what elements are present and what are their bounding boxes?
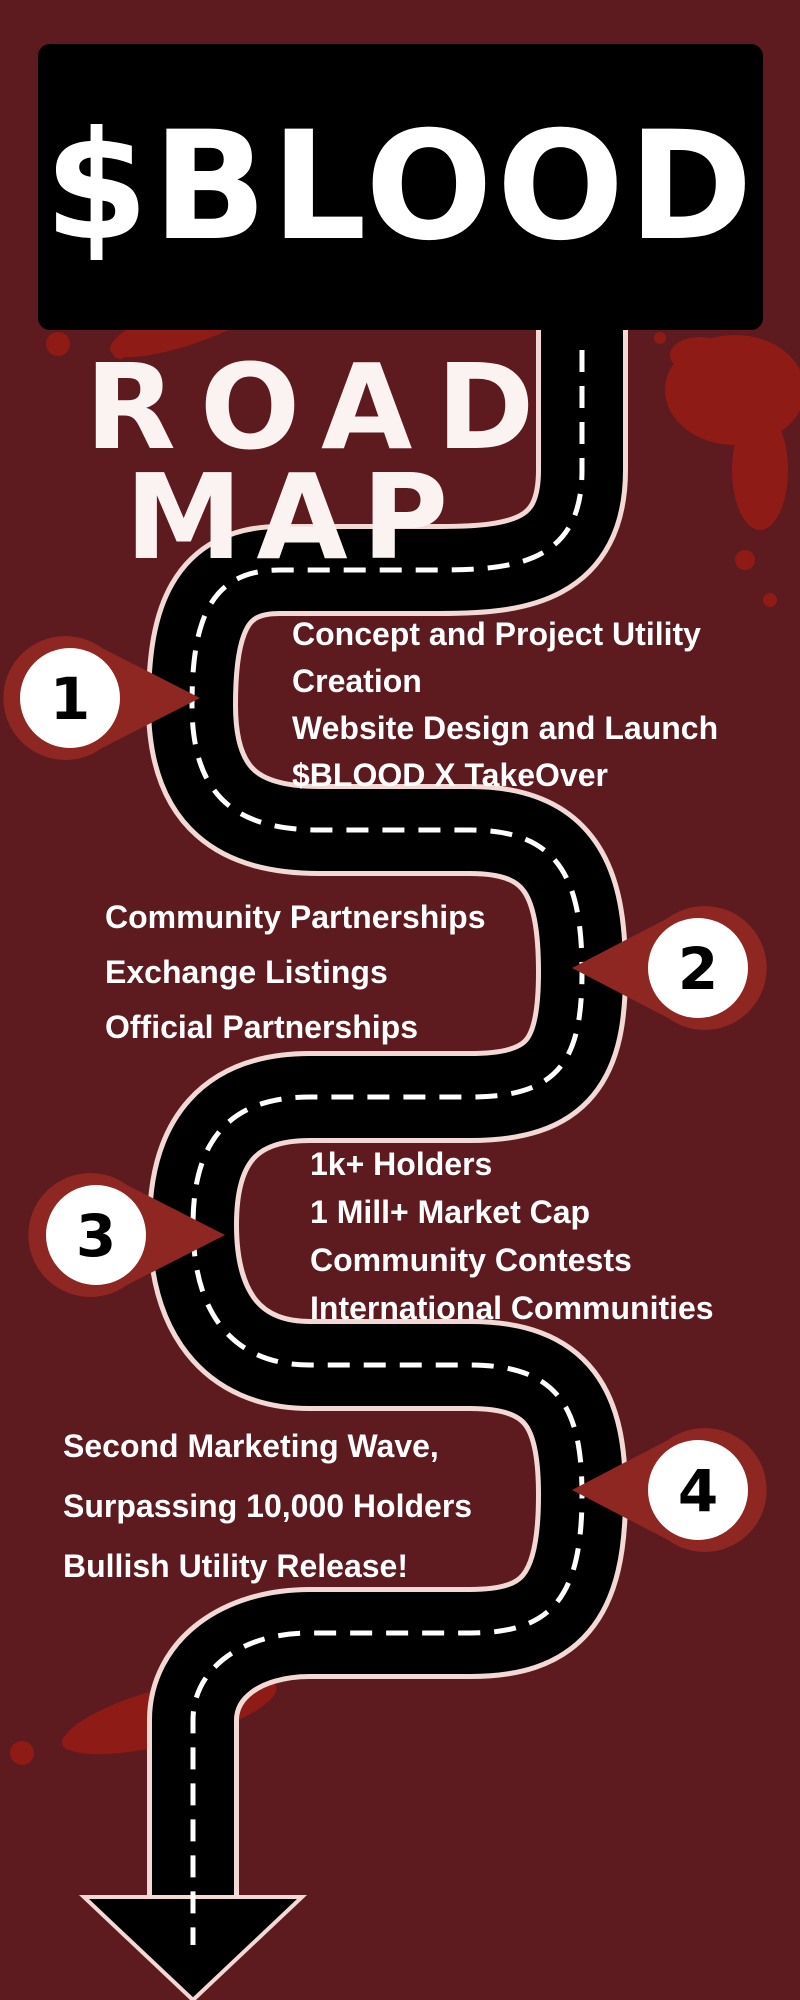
milestone-4-list: Second Marketing Wave, Surpassing 10,000…	[63, 1416, 472, 1596]
milestone-2-item: Exchange Listings	[105, 954, 388, 990]
blood-splatter-right	[654, 332, 800, 607]
roadmap-heading-line-2: MAP	[125, 448, 463, 586]
milestone-marker-3: 3	[28, 1173, 225, 1297]
milestone-2-item: Community Partnerships	[105, 899, 486, 935]
milestone-4-item: Bullish Utility Release!	[63, 1548, 408, 1584]
milestone-marker-4: 4	[572, 1428, 767, 1552]
milestone-1-item: Concept and Project Utility	[292, 616, 701, 652]
road-center-dashes	[189, 350, 585, 1945]
milestone-3-item: 1k+ Holders	[310, 1146, 493, 1182]
milestone-3-item: Community Contests	[310, 1242, 632, 1278]
milestone-1-list: Concept and Project Utility Creation Web…	[292, 611, 718, 799]
milestone-marker-2: 2	[572, 905, 767, 1030]
milestone-3-item: International Communities	[310, 1290, 714, 1326]
milestone-2-list: Community Partnerships Exchange Listings…	[105, 890, 486, 1055]
title-banner: $BLOOD	[38, 44, 763, 330]
roadmap-heading-line-1: ROAD	[85, 338, 559, 476]
milestone-1-item: $BLOOD X TakeOver	[292, 757, 608, 793]
milestone-number-4: 4	[678, 1457, 718, 1525]
page-title: $BLOOD	[44, 100, 757, 274]
milestone-number-1: 1	[50, 665, 90, 733]
milestone-number-3: 3	[76, 1202, 116, 1270]
milestone-number-2: 2	[678, 935, 718, 1003]
milestone-1-item: Website Design and Launch	[292, 710, 719, 746]
milestone-3-item: 1 Mill+ Market Cap	[310, 1194, 591, 1230]
milestone-1-item: Creation	[292, 663, 422, 699]
milestone-3-list: 1k+ Holders 1 Mill+ Market Cap Community…	[310, 1140, 714, 1332]
milestone-marker-1: 1	[3, 636, 200, 760]
milestone-2-item: Official Partnerships	[105, 1009, 418, 1045]
milestone-4-item: Second Marketing Wave,	[63, 1428, 439, 1464]
milestone-4-item: Surpassing 10,000 Holders	[63, 1488, 473, 1524]
